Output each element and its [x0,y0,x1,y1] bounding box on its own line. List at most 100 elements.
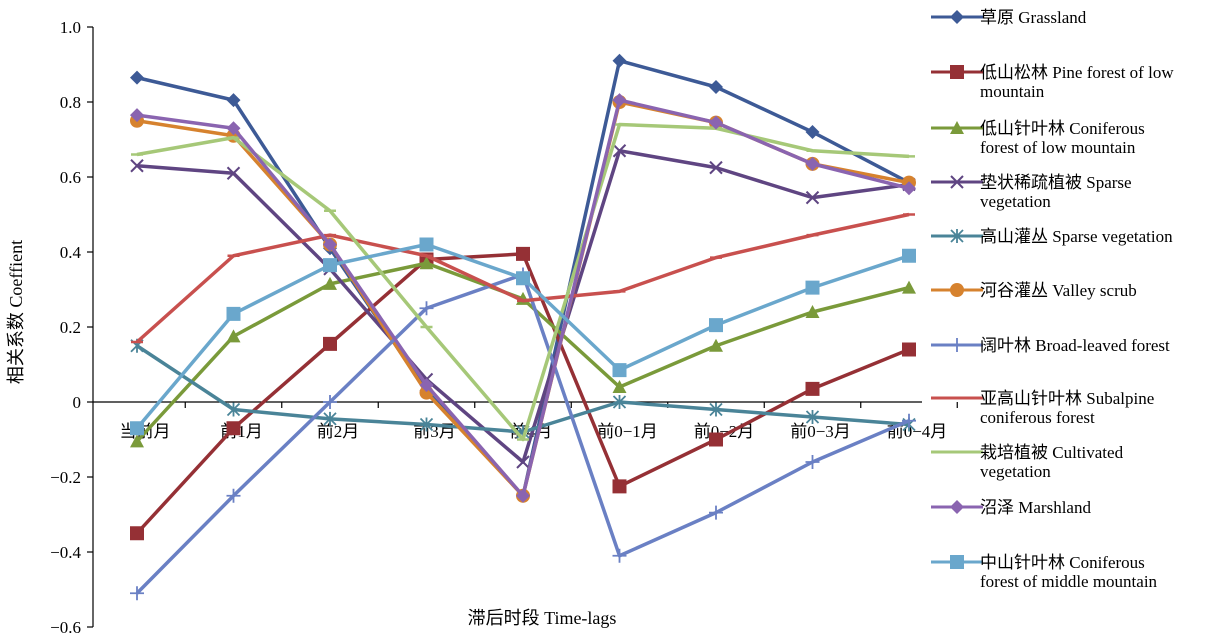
data-point [226,488,241,503]
legend-label: 河谷灌丛 Valley scrub [980,281,1137,300]
data-point [516,488,530,503]
data-point [805,410,820,424]
data-point [902,342,916,357]
data-point [805,156,820,171]
x-axis-title: 滞后时段 Time-lags [468,608,617,628]
legend-label: 垫状稀疏植被 Sparse [980,173,1132,192]
data-point [226,402,241,417]
data-point [323,336,337,351]
legend-label: 草原 Grassland [980,8,1087,27]
y-tick-label: 1.0 [60,18,81,37]
y-tick-label: 0.2 [60,318,81,337]
data-point [709,402,723,417]
y-tick-label: 0.4 [60,243,82,262]
legend-label: 亚高山针叶林 Subalpine [980,389,1154,408]
legend-item: 高山灌丛 Sparse vegetation [931,227,1173,246]
legend-item: 沼泽 Marshland [931,498,1091,517]
legend-marker [950,338,964,352]
data-point [130,70,144,85]
data-point [612,144,627,158]
data-point [902,248,916,263]
legend-item: 河谷灌丛 Valley scrub [931,281,1137,300]
legend-marker [950,229,964,243]
data-point [709,338,723,352]
legend-label: vegetation [980,462,1051,481]
data-point [226,306,241,321]
legend-label: 栽培植被 Cultivated [980,443,1124,462]
data-point [323,395,337,409]
series-11 [130,237,916,436]
data-point [130,434,144,448]
data-point [805,280,820,295]
legend-label: 中山针叶林 Coniferous [980,553,1145,572]
data-point [516,246,530,261]
legend-label: forest of middle mountain [980,572,1158,591]
data-point [516,455,530,469]
legend-marker [950,175,964,189]
series-layer [130,53,916,601]
legend-marker [950,65,964,79]
series-5 [130,338,916,439]
legend: 草原 Grassland 低山松林 Pine forest of lowmount… [931,8,1174,591]
data-point [612,395,627,409]
x-tick-label: 前0−4月 [887,422,948,441]
data-point [226,421,241,436]
data-point [709,505,723,520]
data-point [902,280,916,294]
legend-item: 阔叶林 Broad-leaved forest [931,336,1170,355]
data-point [516,271,530,286]
y-tick-label: −0.4 [50,543,81,562]
data-point [323,411,337,426]
series-10 [130,93,916,503]
legend-label: 沼泽 Marshland [980,498,1091,517]
y-tick-label: −0.2 [50,468,81,487]
data-point [709,80,723,94]
x-tick-label: 前0−3月 [790,422,851,441]
data-point [805,305,820,318]
series-line [136,344,910,434]
data-point [226,166,241,180]
legend-label: mountain [980,82,1045,101]
data-point [612,548,627,563]
series-2 [130,246,916,541]
legend-marker [950,283,964,297]
data-point [902,181,916,196]
series-9 [131,122,915,442]
data-point [805,381,820,396]
data-point [805,455,820,469]
legend-marker [950,10,964,24]
data-point [612,93,627,108]
y-tick-label: 0 [73,393,82,412]
data-point [130,108,144,123]
data-point [612,479,627,494]
data-point [709,318,723,333]
data-point [323,258,337,273]
data-point [709,115,723,130]
data-point [902,413,916,428]
legend-marker [950,555,964,569]
data-point [130,159,144,173]
data-point [419,237,434,252]
data-point [130,421,144,436]
data-point [419,256,434,270]
legend-item: 草原 Grassland [931,8,1087,27]
data-point [323,237,337,252]
y-tick-label: −0.6 [50,618,81,637]
data-point [226,329,241,343]
data-point [226,93,241,108]
legend-label: 高山灌丛 Sparse vegetation [980,227,1173,246]
data-point [419,378,434,393]
x-tick-label: 前2月 [317,422,360,441]
data-point [323,276,337,290]
series-8 [131,212,915,344]
data-point [130,526,144,541]
legend-label: 低山松林 Pine forest of low [980,63,1174,82]
y-axis-title: 相关系数 Coeffient [6,240,26,384]
data-point [612,380,627,393]
legend-label: 低山针叶林 Coniferous [980,119,1145,138]
data-point [419,301,434,316]
